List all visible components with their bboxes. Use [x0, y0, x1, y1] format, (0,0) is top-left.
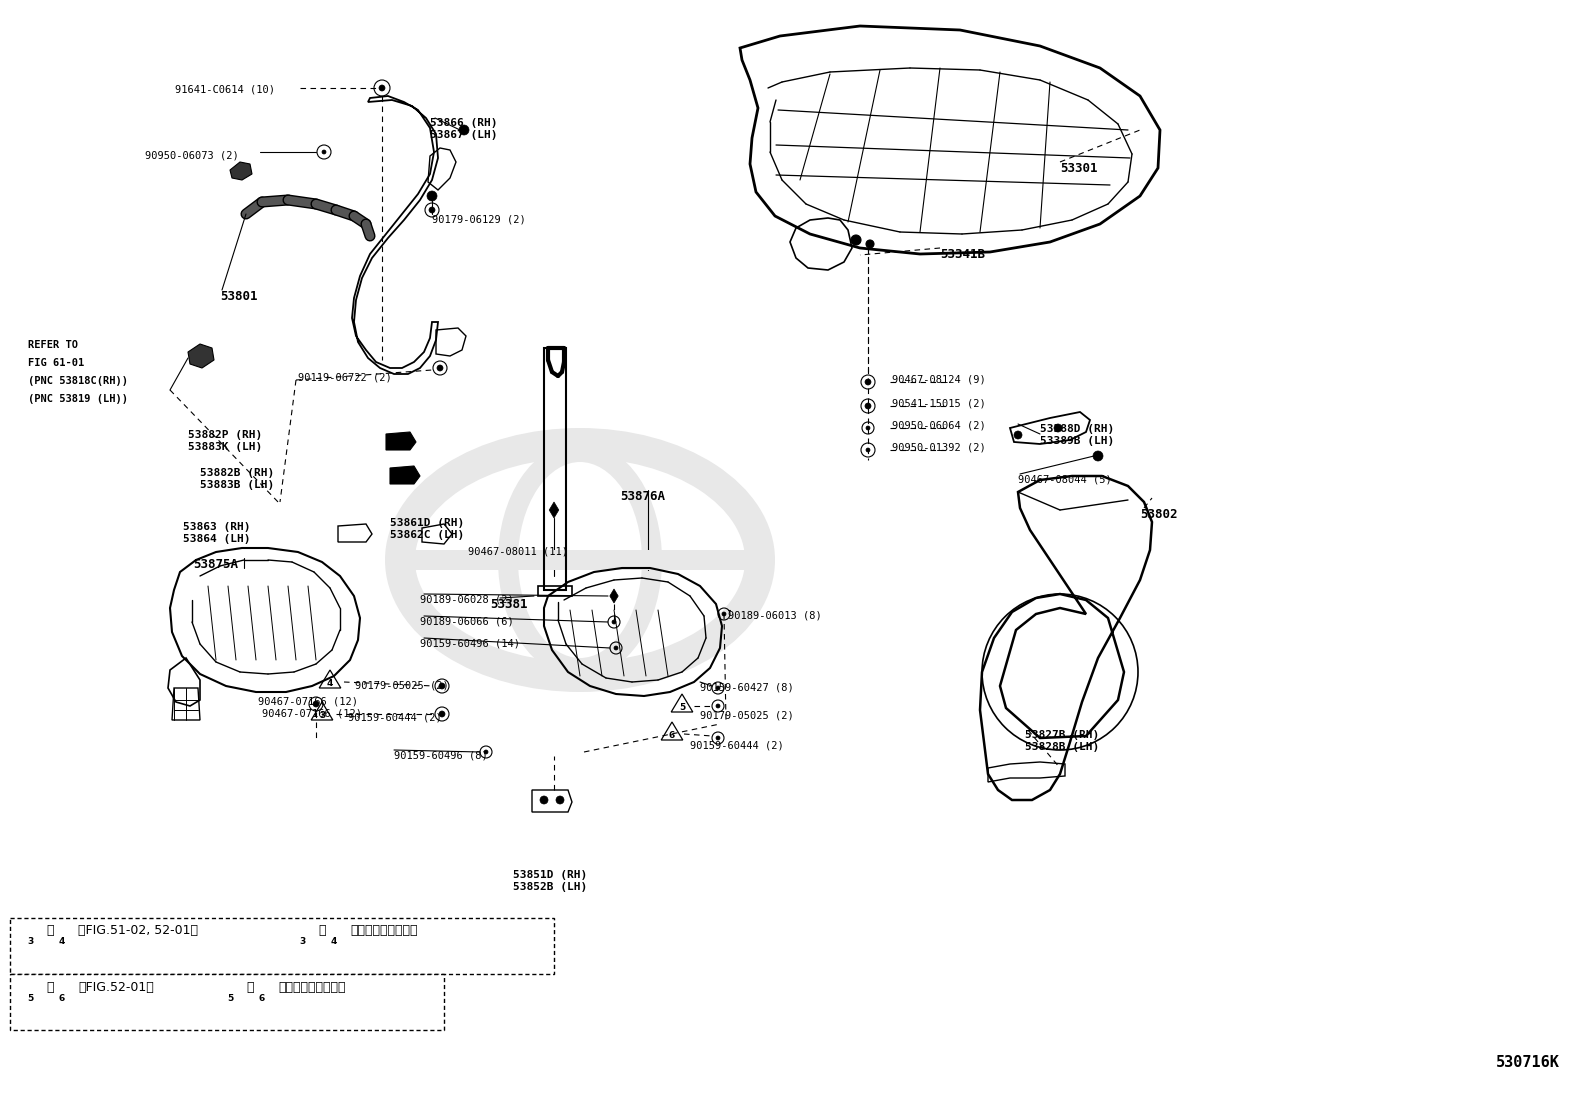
Text: 53388D (RH)
53389B (LH): 53388D (RH) 53389B (LH) [1040, 424, 1114, 445]
Text: 90467-07166 (12): 90467-07166 (12) [258, 696, 358, 706]
Circle shape [723, 612, 726, 617]
Circle shape [484, 750, 489, 754]
Text: 、: 、 [46, 924, 54, 937]
Circle shape [716, 686, 720, 690]
Text: 90179-05025 (2): 90179-05025 (2) [355, 680, 449, 690]
Text: 53876A: 53876A [619, 490, 665, 503]
Text: 4: 4 [59, 937, 65, 946]
Polygon shape [610, 589, 618, 603]
Text: 53301: 53301 [1060, 162, 1097, 175]
Text: 90159-60444 (2): 90159-60444 (2) [349, 712, 441, 722]
Circle shape [556, 796, 564, 804]
Text: 6: 6 [59, 995, 65, 1003]
Circle shape [866, 426, 869, 430]
Text: 、: 、 [318, 924, 325, 937]
Text: 90467-07166 (12): 90467-07166 (12) [263, 708, 361, 718]
Text: 90159-60496 (8): 90159-60496 (8) [393, 750, 487, 761]
Text: 90467-08011 (11): 90467-08011 (11) [468, 546, 568, 556]
Text: 53861D (RH)
53862C (LH): 53861D (RH) 53862C (LH) [390, 518, 465, 540]
Text: 53882P (RH)
53883K (LH): 53882P (RH) 53883K (LH) [188, 430, 263, 452]
Circle shape [716, 736, 720, 740]
Text: 530716K: 530716K [1496, 1055, 1560, 1070]
Circle shape [427, 191, 436, 201]
Text: 4: 4 [326, 679, 333, 688]
Text: 90950-06073 (2): 90950-06073 (2) [145, 149, 239, 160]
FancyBboxPatch shape [10, 918, 554, 974]
Text: 90179-05025 (2): 90179-05025 (2) [700, 710, 794, 720]
Circle shape [314, 701, 318, 707]
Text: 91641-C0614 (10): 91641-C0614 (10) [175, 84, 275, 95]
Text: 53341B: 53341B [939, 248, 985, 260]
Text: 3: 3 [299, 937, 306, 946]
Circle shape [439, 711, 446, 717]
Text: 53866 (RH)
53867 (LH): 53866 (RH) 53867 (LH) [430, 118, 497, 140]
Circle shape [1014, 431, 1022, 439]
Circle shape [864, 379, 871, 385]
Circle shape [615, 646, 618, 650]
Text: 53882B (RH)
53883B (LH): 53882B (RH) 53883B (LH) [201, 468, 274, 489]
Circle shape [436, 365, 443, 371]
Text: 53851D (RH)
53852B (LH): 53851D (RH) 53852B (LH) [513, 870, 587, 891]
Circle shape [852, 235, 861, 245]
Text: 90159-60496 (14): 90159-60496 (14) [420, 639, 521, 648]
Polygon shape [385, 432, 416, 449]
Circle shape [1054, 424, 1062, 432]
Text: (PNC 53819 (LH)): (PNC 53819 (LH)) [29, 395, 127, 404]
Text: REFER TO: REFER TO [29, 340, 78, 349]
Text: FIG 61-01: FIG 61-01 [29, 358, 84, 368]
FancyBboxPatch shape [10, 974, 444, 1030]
Polygon shape [229, 162, 252, 180]
Text: 5: 5 [228, 995, 232, 1003]
Circle shape [379, 85, 385, 91]
Circle shape [864, 403, 871, 409]
Text: 53827B (RH)
53828B (LH): 53827B (RH) 53828B (LH) [1025, 730, 1098, 752]
Text: (PNC 53818C(RH)): (PNC 53818C(RH)) [29, 376, 127, 386]
Text: 90467-08044 (5): 90467-08044 (5) [1017, 474, 1111, 484]
Text: 53381: 53381 [490, 598, 527, 611]
Text: と対応しています。: と対応しています。 [279, 981, 345, 993]
Text: 90541-15015 (2): 90541-15015 (2) [892, 398, 985, 408]
Text: 4: 4 [331, 937, 338, 946]
Text: 3: 3 [318, 711, 325, 720]
Text: 、: 、 [247, 981, 253, 993]
Text: 53863 (RH)
53864 (LH): 53863 (RH) 53864 (LH) [183, 522, 250, 544]
Text: 90950-01392 (2): 90950-01392 (2) [892, 442, 985, 452]
Text: 90189-06028 (2): 90189-06028 (2) [420, 593, 514, 604]
Text: 90119-06722 (2): 90119-06722 (2) [298, 371, 392, 382]
Circle shape [866, 448, 869, 452]
Text: 5: 5 [678, 703, 685, 712]
Text: 90179-06129 (2): 90179-06129 (2) [431, 214, 525, 224]
Text: 90950-06064 (2): 90950-06064 (2) [892, 420, 985, 430]
Text: 6: 6 [669, 731, 675, 741]
Circle shape [428, 207, 435, 213]
Text: はFIG.51-02, 52-01の: はFIG.51-02, 52-01の [78, 924, 197, 937]
Polygon shape [188, 344, 213, 368]
Text: 5: 5 [27, 995, 33, 1003]
Text: と対応しています。: と対応しています。 [350, 924, 417, 937]
Text: はFIG.52-01の: はFIG.52-01の [78, 981, 154, 993]
Circle shape [866, 240, 874, 248]
Text: 3: 3 [27, 937, 33, 946]
Text: 6: 6 [259, 995, 266, 1003]
Circle shape [540, 796, 548, 804]
Circle shape [716, 704, 720, 708]
Circle shape [1094, 451, 1103, 460]
Text: 90159-60444 (2): 90159-60444 (2) [689, 740, 783, 750]
Text: 53875A: 53875A [193, 558, 237, 571]
Circle shape [611, 620, 616, 624]
Polygon shape [390, 466, 420, 484]
Text: 53802: 53802 [1140, 508, 1178, 521]
Polygon shape [549, 502, 559, 518]
Text: 53801: 53801 [220, 290, 258, 303]
Circle shape [322, 149, 326, 154]
Text: 90159-60427 (8): 90159-60427 (8) [700, 682, 794, 692]
Text: 90189-06013 (8): 90189-06013 (8) [728, 610, 821, 620]
Circle shape [458, 125, 470, 135]
Text: 90467-08124 (9): 90467-08124 (9) [892, 374, 985, 384]
Circle shape [439, 682, 446, 689]
Text: 90189-06066 (6): 90189-06066 (6) [420, 617, 514, 626]
Text: 、: 、 [46, 981, 54, 993]
